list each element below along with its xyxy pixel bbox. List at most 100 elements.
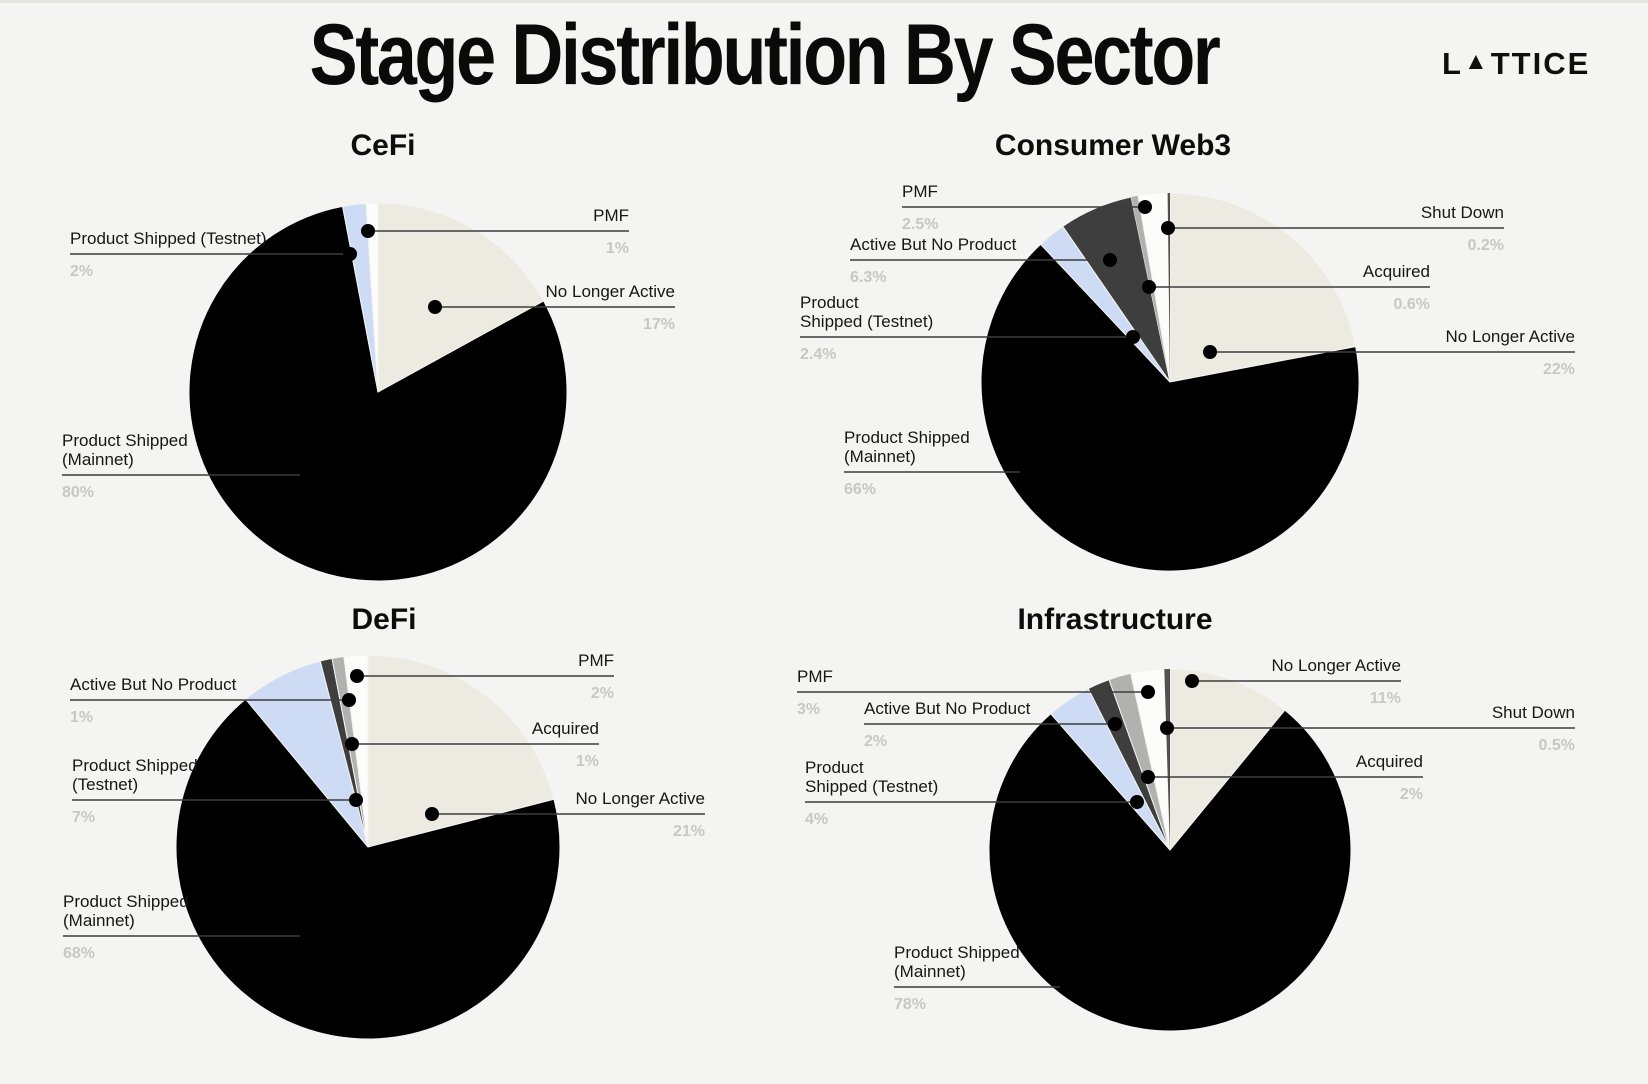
callout-percentage-no_longer_active: 21%: [672, 823, 705, 840]
page-header: Stage Distribution By Sector: [0, 7, 1528, 103]
callout-dot: [361, 224, 375, 238]
callout-percentage-acquired: 2%: [1399, 786, 1423, 803]
callout-percentage-testnet: 2%: [70, 263, 94, 280]
callout-percentage-mainnet: 78%: [894, 996, 927, 1013]
pie-slice-shut_down: [1164, 669, 1170, 850]
top-edge-strip: [0, 0, 1648, 3]
callout-percentage-testnet: 7%: [72, 809, 96, 826]
callout-label-line: (Mainnet): [844, 447, 916, 466]
callout-label-mainnet: Product Shipped (Mainnet): [894, 943, 1020, 981]
callout-label-mainnet: Product Shipped (Mainnet): [62, 431, 188, 469]
callout-label-line: Active But No Product: [864, 699, 1031, 718]
callout-label-line: Product: [800, 293, 859, 312]
callout-dot: [343, 247, 357, 261]
callout-label-line: (Mainnet): [894, 962, 966, 981]
pie-slice-no_longer_active: [1169, 668, 1286, 852]
pie-infrastructure: [797, 668, 1575, 1032]
callout-percentage-testnet: 4%: [805, 811, 829, 828]
callout-dot: [1185, 674, 1199, 688]
callout-label-abnp: Active But No Product: [850, 235, 1016, 254]
callout-label-line: (Mainnet): [62, 450, 134, 469]
callout-label-line: PMF: [902, 182, 938, 201]
lattice-logo-ttice: TTICE: [1490, 46, 1591, 81]
callout-label-line: Shipped (Testnet): [805, 777, 939, 796]
callout-percentage-abnp: 1%: [70, 709, 94, 726]
callout-label-line: Shut Down: [1420, 203, 1504, 222]
callout-percentage-mainnet: 68%: [63, 945, 96, 962]
lattice-logo: L ▲ TTICE: [1442, 46, 1590, 82]
callout-percentage-mainnet: 80%: [62, 484, 95, 501]
callout-label-testnet: Product Shipped (Testnet): [805, 758, 938, 796]
callout-dot: [342, 693, 356, 707]
callout-label-line: Product Shipped: [894, 943, 1020, 962]
callout-percentage-no_longer_active: 17%: [642, 316, 675, 333]
callout-label-testnet: Product Shipped (Testnet): [800, 293, 933, 331]
callout-label-shut_down: Shut Down: [1492, 703, 1575, 722]
pie-slice-mainnet: [988, 709, 1352, 1032]
callout-label-line: Shipped (Testnet): [800, 312, 934, 331]
callout-label-line: No Longer Active: [575, 789, 705, 808]
pie-slice-pmf: [365, 202, 379, 393]
callout-dot: [428, 300, 442, 314]
callout-dot: [1160, 721, 1174, 735]
pie-defi: [63, 654, 705, 1040]
callout-label-line: Acquired: [1355, 752, 1423, 771]
pie-slice-mainnet: [980, 243, 1360, 572]
callout-percentage-abnp: 6.3%: [850, 269, 887, 286]
callout-percentage-shut_down: 0.5%: [1538, 737, 1575, 754]
callout-label-acquired: Acquired: [1363, 262, 1430, 281]
callout-label-abnp: Active But No Product: [864, 699, 1030, 718]
callout-dot: [349, 793, 363, 807]
callout-dot: [350, 669, 364, 683]
callout-label-no_longer_active: No Longer Active: [1272, 656, 1401, 675]
callout-percentage-mainnet: 66%: [844, 481, 877, 498]
callout-label-line: Product Shipped: [72, 756, 198, 775]
callout-dot: [1203, 345, 1217, 359]
pie-slice-no_longer_active: [367, 654, 555, 848]
callout-label-line: Product: [805, 758, 864, 777]
pie-consumer-web3: [800, 192, 1575, 572]
callout-label-line: No Longer Active: [1271, 656, 1401, 675]
callout-label-pmf: PMF: [578, 651, 614, 670]
lattice-logo-triangle-icon: ▲: [1463, 48, 1490, 75]
callout-label-line: Product Shipped (Testnet): [70, 229, 267, 248]
pie-slice-no_longer_active: [377, 202, 545, 393]
callout-label-abnp: Active But No Product: [70, 675, 236, 694]
callout-percentage-testnet: 2.4%: [800, 346, 837, 363]
pie-slice-mainnet: [188, 205, 568, 582]
callout-dot: [425, 807, 439, 821]
callout-label-line: Shut Down: [1491, 703, 1575, 722]
callout-label-line: (Mainnet): [63, 911, 135, 930]
callout-label-line: (Testnet): [72, 775, 139, 794]
chart-title: Consumer Web3: [994, 129, 1232, 162]
page-title: Stage Distribution By Sector: [309, 7, 1221, 103]
callout-label-line: PMF: [593, 206, 629, 225]
callout-label-line: No Longer Active: [1445, 327, 1575, 346]
callout-dot: [1161, 221, 1175, 235]
callout-label-no_longer_active: No Longer Active: [546, 282, 675, 301]
callout-dot: [1130, 795, 1144, 809]
chart-title: DeFi: [351, 603, 417, 636]
callout-label-testnet: Product Shipped (Testnet): [70, 229, 267, 248]
callout-dot: [345, 737, 359, 751]
chart-title: Infrastructure: [1017, 603, 1213, 636]
callout-dot: [1142, 280, 1156, 294]
callout-percentage-acquired: 0.6%: [1393, 296, 1430, 313]
chart-title: CeFi: [350, 129, 416, 162]
callout-dot: [1141, 685, 1155, 699]
callout-dot: [1103, 253, 1117, 267]
callout-percentage-pmf: 2.5%: [902, 216, 939, 233]
callout-label-pmf: PMF: [902, 182, 938, 201]
callout-label-no_longer_active: No Longer Active: [1446, 327, 1575, 346]
callout-label-testnet: Product Shipped (Testnet): [72, 756, 198, 794]
callout-label-line: Product Shipped: [63, 892, 189, 911]
callout-label-pmf: PMF: [593, 206, 629, 225]
callout-label-pmf: PMF: [797, 667, 833, 686]
callout-percentage-pmf: 1%: [605, 240, 629, 257]
callout-label-line: PMF: [578, 651, 614, 670]
callout-label-line: Acquired: [1362, 262, 1430, 281]
pie-cefi: [62, 202, 675, 582]
callout-dot: [1141, 770, 1155, 784]
